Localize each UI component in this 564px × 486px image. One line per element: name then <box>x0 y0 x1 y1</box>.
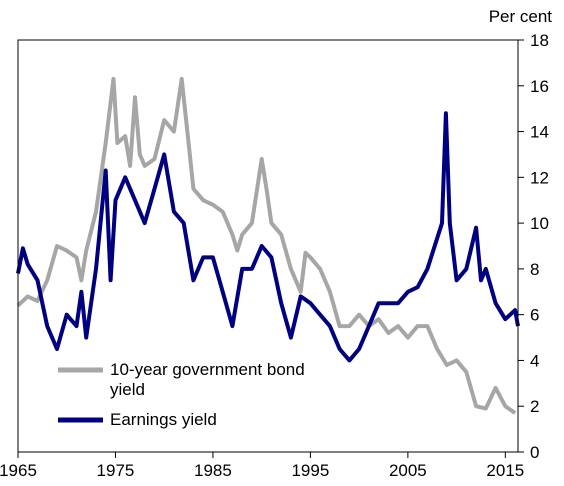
y-tick-label: 2 <box>530 397 539 416</box>
y-tick-label: 10 <box>530 214 549 233</box>
y-axis-label: Per cent <box>489 7 553 26</box>
y-tick-label: 18 <box>530 31 549 50</box>
y-tick-label: 4 <box>530 351 539 370</box>
x-tick-label: 1995 <box>291 461 329 480</box>
x-tick-label: 2005 <box>389 461 427 480</box>
x-tick-label: 1975 <box>97 461 135 480</box>
x-tick-label: 1965 <box>0 461 37 480</box>
y-tick-label: 12 <box>530 168 549 187</box>
y-tick-label: 8 <box>530 260 539 279</box>
legend-label: Earnings yield <box>110 410 217 429</box>
y-tick-label: 14 <box>530 123 549 142</box>
plot-frame <box>17 39 519 453</box>
x-tick-label: 1985 <box>194 461 232 480</box>
line-series <box>16 111 520 363</box>
line-series <box>16 76 517 415</box>
y-tick-label: 16 <box>530 77 549 96</box>
y-tick-label: 6 <box>530 306 539 325</box>
y-tick-label: 0 <box>530 443 539 462</box>
x-tick-label: 2015 <box>486 461 524 480</box>
legend-label: 10-year government bond yield <box>110 360 305 399</box>
